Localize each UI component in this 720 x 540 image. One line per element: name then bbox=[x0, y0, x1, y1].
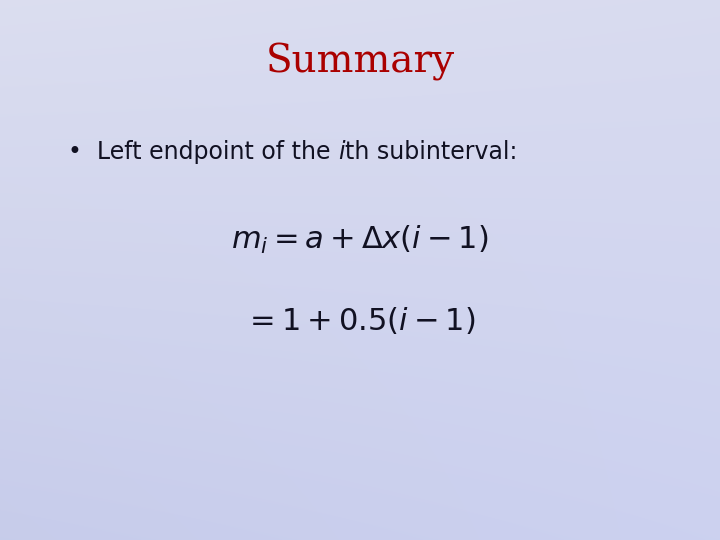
Text: i: i bbox=[338, 140, 345, 164]
Text: •  Left endpoint of the: • Left endpoint of the bbox=[68, 140, 338, 164]
Text: $m_i = a + \Delta x(i-1)$: $m_i = a + \Delta x(i-1)$ bbox=[231, 224, 489, 256]
Text: Summary: Summary bbox=[266, 43, 454, 81]
Text: th subinterval:: th subinterval: bbox=[345, 140, 517, 164]
Text: $= 1 + 0.5(i-1)$: $= 1 + 0.5(i-1)$ bbox=[244, 305, 476, 335]
